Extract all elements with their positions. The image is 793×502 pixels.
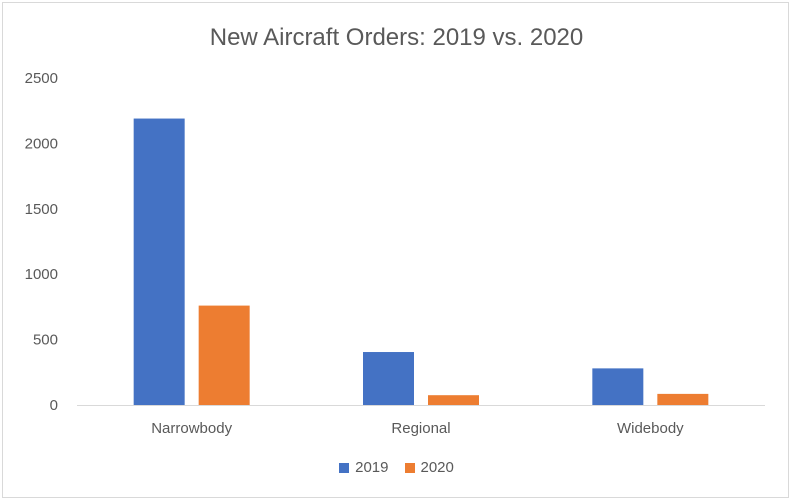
x-tick-label: Widebody: [617, 420, 684, 437]
y-tick-label: 2000: [25, 135, 58, 152]
x-tick-label: Regional: [391, 420, 450, 437]
bar-2020-widebody: [657, 393, 709, 405]
bar-2019-regional: [363, 352, 414, 405]
chart-title: New Aircraft Orders: 2019 vs. 2020: [209, 24, 584, 51]
bar-2019-widebody: [592, 368, 644, 405]
legend-item-2019: 2019: [339, 459, 389, 476]
y-axis: 0 500 1000 1500 2000 2500: [25, 70, 58, 414]
bar-2020-regional: [428, 395, 479, 405]
legend-label-2019: 2019: [355, 459, 389, 476]
y-tick-label: 1000: [25, 266, 58, 283]
x-tick-label: Narrowbody: [151, 420, 232, 437]
y-tick-label: 1500: [25, 201, 58, 218]
bar-2020-narrowbody: [198, 305, 250, 405]
y-tick-label: 0: [50, 397, 58, 414]
legend-item-2020: 2020: [404, 459, 454, 476]
y-tick-label: 500: [33, 332, 58, 349]
legend: 2019 2020: [0, 459, 793, 476]
bars: [133, 118, 709, 405]
legend-swatch-2020: [404, 462, 415, 473]
bar-2019-narrowbody: [133, 118, 185, 405]
legend-swatch-2019: [339, 462, 350, 473]
legend-label-2020: 2020: [420, 459, 454, 476]
y-tick-label: 2500: [25, 70, 58, 87]
x-axis: Narrowbody Regional Widebody: [151, 420, 684, 437]
